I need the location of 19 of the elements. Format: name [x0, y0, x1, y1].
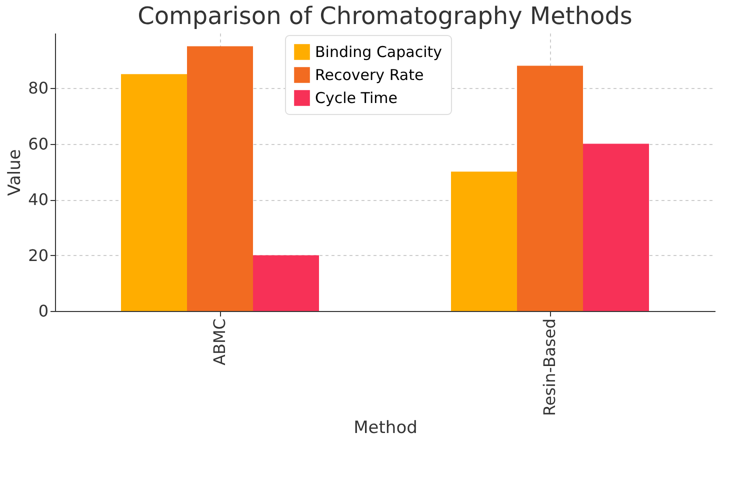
y-axis-title: Value — [5, 149, 26, 196]
y-tick-label: 40 — [28, 190, 48, 210]
bar — [583, 144, 649, 311]
bar — [451, 172, 517, 311]
y-tick-label: 60 — [28, 134, 48, 154]
bar — [121, 74, 187, 311]
x-tick-label: Resin-Based — [540, 318, 559, 416]
x-axis-title: Method — [354, 418, 418, 438]
legend-label: Binding Capacity — [315, 43, 442, 61]
legend-label: Cycle Time — [315, 89, 398, 107]
bar — [517, 66, 583, 311]
bar — [187, 46, 253, 311]
y-tick-label: 20 — [28, 246, 48, 265]
x-tick-label: ABMC — [210, 318, 229, 366]
y-tick-label: 0 — [38, 302, 48, 320]
legend-label: Recovery Rate — [315, 66, 424, 84]
chart-title: Comparison of Chromatography Methods — [138, 2, 632, 30]
bar — [253, 255, 319, 311]
y-tick-label: 80 — [28, 78, 48, 98]
